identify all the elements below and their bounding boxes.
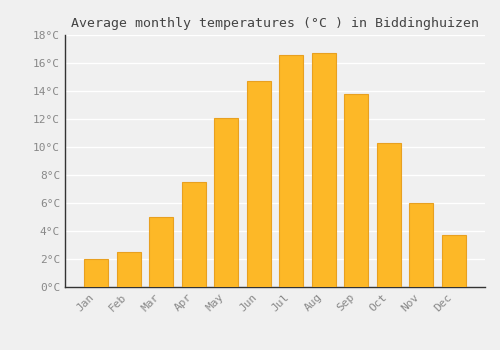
Bar [246,81,271,287]
Title: Average monthly temperatures (°C ) in Biddinghuizen: Average monthly temperatures (°C ) in Bi… [71,17,479,30]
Bar [214,118,238,287]
Bar [344,94,368,287]
Bar [442,235,466,287]
Bar [409,203,434,287]
Bar [312,53,336,287]
Bar [376,143,401,287]
Bar [84,259,108,287]
Bar [182,182,206,287]
Bar [116,252,141,287]
Bar [149,217,174,287]
Bar [279,55,303,287]
